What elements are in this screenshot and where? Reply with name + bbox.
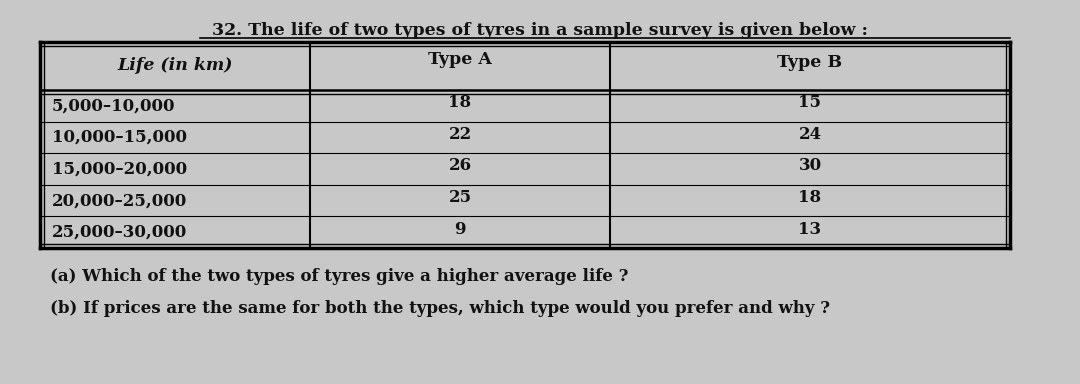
- Text: 25: 25: [448, 189, 472, 206]
- Text: 20,000–25,000: 20,000–25,000: [52, 192, 187, 209]
- Text: (b) If prices are the same for both the types, which type would you prefer and w: (b) If prices are the same for both the …: [50, 300, 831, 317]
- Text: 25,000–30,000: 25,000–30,000: [52, 224, 187, 241]
- Text: 5,000–10,000: 5,000–10,000: [52, 97, 175, 114]
- Text: Life (in km): Life (in km): [118, 58, 233, 74]
- Text: 26: 26: [448, 157, 472, 174]
- Text: 18: 18: [798, 189, 822, 206]
- Text: 24: 24: [798, 126, 822, 143]
- Text: Type A: Type A: [428, 51, 491, 68]
- Text: (a) Which of the two types of tyres give a higher average life ?: (a) Which of the two types of tyres give…: [50, 268, 629, 285]
- Text: 30: 30: [798, 157, 822, 174]
- Text: 10,000–15,000: 10,000–15,000: [52, 129, 187, 146]
- Text: 13: 13: [798, 220, 822, 238]
- Text: 9: 9: [455, 220, 465, 238]
- Text: 18: 18: [448, 94, 472, 111]
- Text: 15,000–20,000: 15,000–20,000: [52, 161, 187, 177]
- Text: 15: 15: [798, 94, 822, 111]
- Text: 32. The life of two types of tyres in a sample survey is given below :: 32. The life of two types of tyres in a …: [212, 22, 868, 39]
- Text: 22: 22: [448, 126, 472, 143]
- Text: Type B: Type B: [778, 54, 842, 71]
